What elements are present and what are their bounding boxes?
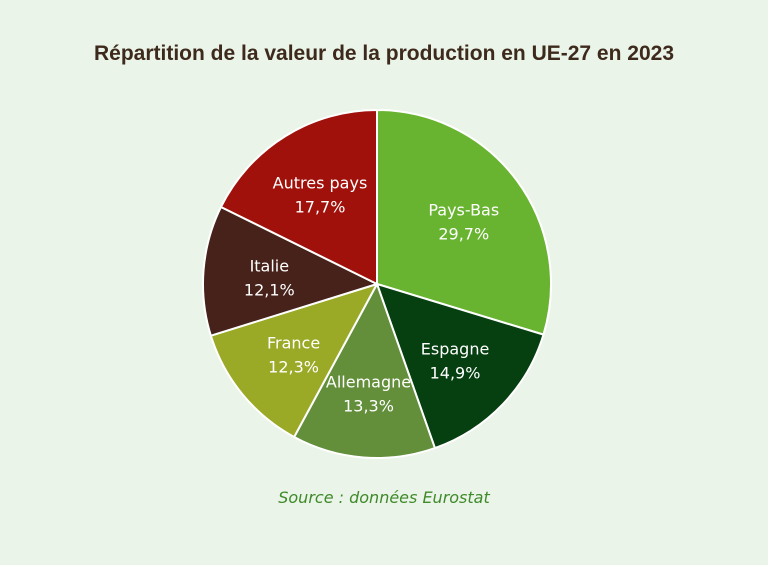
slice-label-allemagne: Allemagne 13,3% <box>326 373 411 416</box>
slice-label-france: France 12,3% <box>267 334 320 377</box>
slice-label-value: 12,1% <box>244 281 295 300</box>
slice-label-name: Allemagne <box>326 373 411 392</box>
pie-labels: Pays-Bas 29,7% Espagne 14,9% Allemagne 13,3% F… <box>244 173 499 415</box>
pie-slice-espagne <box>376 283 545 450</box>
slice-label-pays-bas: Pays-Bas 29,7% <box>428 201 499 244</box>
chart-source: Source : données Eurostat <box>278 488 490 507</box>
slice-label-name: France <box>267 334 320 353</box>
pie-slice-france <box>209 283 378 439</box>
pie-slice-autres-pays <box>219 109 378 285</box>
pie-slice-italie <box>202 205 378 337</box>
slice-label-value: 13,3% <box>343 397 394 416</box>
pie-slices <box>202 109 552 459</box>
slice-label-italie: Italie 12,1% <box>244 257 295 300</box>
slice-label-value: 29,7% <box>438 225 489 244</box>
slice-label-name: Espagne <box>421 340 490 359</box>
slice-label-value: 14,9% <box>430 364 481 383</box>
slice-label-espagne: Espagne 14,9% <box>421 340 490 383</box>
chart-title: Répartition de la valeur de la productio… <box>94 42 674 65</box>
slice-label-name: Autres pays <box>273 173 368 192</box>
pie-slice-pays-bas <box>376 109 552 336</box>
slice-label-name: Italie <box>250 257 290 276</box>
slice-label-autres-pays: Autres pays 17,7% <box>273 173 368 216</box>
slice-label-value: 12,3% <box>268 358 319 377</box>
slice-label-value: 17,7% <box>295 197 346 216</box>
pie-slice-allemagne <box>293 283 436 459</box>
slice-label-name: Pays-Bas <box>428 201 499 220</box>
